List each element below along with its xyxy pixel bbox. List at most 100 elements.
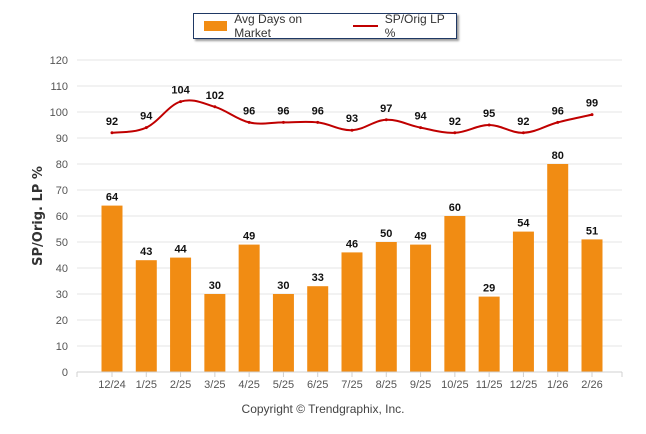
y-tick-label: 100: [50, 107, 68, 119]
line-point: [453, 131, 457, 135]
line-point: [556, 120, 560, 124]
line-point: [590, 113, 594, 117]
bar-value-label: 54: [517, 218, 530, 230]
x-tick-label: 12/24: [98, 379, 126, 391]
x-tick-label: 1/26: [547, 379, 568, 391]
x-tick-label: 2/26: [581, 379, 602, 391]
bar-data-labels: 64 43 44 30 49 30 33 46 50 49 60 29 54 80 51: [106, 150, 598, 295]
bar-value-label: 30: [209, 280, 221, 292]
x-tick-label: 6/25: [307, 379, 328, 391]
x-tick-label: 11/25: [476, 379, 503, 391]
bar-value-label: 49: [243, 231, 255, 243]
bar-value-label: 46: [346, 238, 358, 250]
bar-value-label: 64: [106, 192, 119, 204]
line-value-label: 94: [414, 111, 427, 123]
line-point: [247, 120, 251, 124]
y-tick-label: 20: [56, 315, 68, 327]
chart-legend: Avg Days on Market SP/Orig LP %: [193, 12, 457, 40]
bar-value-label: 49: [414, 231, 426, 243]
line-value-label: 92: [106, 116, 118, 128]
y-tick-label: 120: [50, 55, 68, 67]
x-tick-label: 4/25: [238, 379, 259, 391]
bar-series: [101, 164, 603, 372]
line-point: [350, 128, 354, 132]
x-tick-label: 7/25: [341, 379, 362, 391]
bar-value-label: 60: [449, 202, 461, 214]
line-point: [316, 120, 320, 124]
y-tick-label: 80: [56, 159, 68, 171]
line-point: [281, 120, 285, 124]
y-tick-label: 60: [56, 211, 68, 223]
legend-bar-label: Avg Days on Market: [234, 12, 303, 40]
line-value-label: 102: [206, 90, 224, 102]
line-point: [384, 118, 388, 122]
y-tick-label: 110: [50, 81, 68, 93]
legend-item-sp-orig-lp[interactable]: SP/Orig LP %: [339, 12, 456, 40]
line-data-labels: 92 94 104 102 96 96 96 93 97 94 92 95 92 96 99: [106, 85, 598, 128]
bar: [512, 231, 534, 372]
y-tick-label: 70: [56, 185, 68, 197]
x-tick-label: 5/25: [273, 379, 294, 391]
line-value-label: 96: [312, 105, 324, 117]
bar-value-label: 33: [312, 272, 324, 284]
x-tick-label: 2/25: [170, 379, 191, 391]
x-tick-label: 3/25: [204, 379, 225, 391]
y-tick-label: 10: [56, 341, 68, 353]
x-axis-ticks: 12/24 1/25 2/25 3/25 4/25 5/25 6/25 7/25 8/25 9/2…: [98, 379, 602, 391]
line-point: [110, 131, 114, 135]
bar: [307, 286, 329, 372]
line-value-label: 94: [140, 111, 153, 123]
bar-value-label: 50: [380, 228, 392, 240]
y-axis-label: SP/Orig. LP %: [31, 166, 46, 266]
bar-value-label: 80: [552, 150, 564, 162]
line-point: [419, 126, 423, 130]
x-tick-label: 12/25: [510, 379, 538, 391]
line-value-label: 104: [171, 85, 190, 97]
x-tick-label: 8/25: [376, 379, 397, 391]
y-tick-label: 50: [56, 237, 68, 249]
line-point: [179, 100, 183, 104]
bar-value-label: 44: [174, 244, 187, 256]
y-tick-label: 90: [56, 133, 68, 145]
y-tick-label: 30: [56, 289, 68, 301]
bar: [204, 294, 226, 372]
x-axis: [76, 371, 623, 377]
legend-bar-swatch: [204, 21, 228, 31]
line-series: [110, 99, 594, 135]
bar: [410, 244, 432, 372]
y-tick-label: 40: [56, 263, 68, 275]
copyright-text: Copyright © Trendgraphix, Inc.: [241, 402, 405, 416]
line-point: [144, 126, 148, 130]
bar: [135, 260, 157, 372]
bar: [581, 239, 603, 372]
line-point: [487, 123, 491, 127]
bar: [375, 242, 397, 372]
bar-value-label: 43: [140, 246, 152, 258]
bar: [341, 252, 363, 372]
bar: [272, 294, 294, 372]
y-axis-ticks: 0 10 20 30 40 50 60 70 80 90 100 110 120: [50, 55, 68, 379]
bar: [170, 257, 192, 372]
line-point: [521, 131, 525, 135]
bar: [101, 205, 123, 372]
line-value-label: 96: [277, 105, 289, 117]
legend-line-swatch: [352, 25, 378, 27]
line-value-label: 99: [586, 98, 598, 110]
line-value-label: 93: [346, 113, 358, 125]
bar: [547, 164, 569, 372]
bar-value-label: 29: [483, 283, 495, 295]
line-value-label: 97: [380, 103, 392, 115]
x-tick-label: 10/25: [441, 379, 469, 391]
line-value-label: 96: [552, 105, 564, 117]
x-tick-label: 1/25: [136, 379, 157, 391]
bar: [444, 216, 466, 372]
bar: [478, 296, 500, 372]
legend-item-days-on-market[interactable]: Avg Days on Market: [194, 12, 339, 40]
bar-value-label: 30: [277, 280, 289, 292]
y-tick-label: 0: [62, 367, 68, 379]
bar-value-label: 51: [586, 225, 598, 237]
bar: [238, 244, 260, 372]
line-value-label: 96: [243, 105, 255, 117]
line-point: [213, 105, 217, 109]
line-value-label: 92: [517, 116, 529, 128]
